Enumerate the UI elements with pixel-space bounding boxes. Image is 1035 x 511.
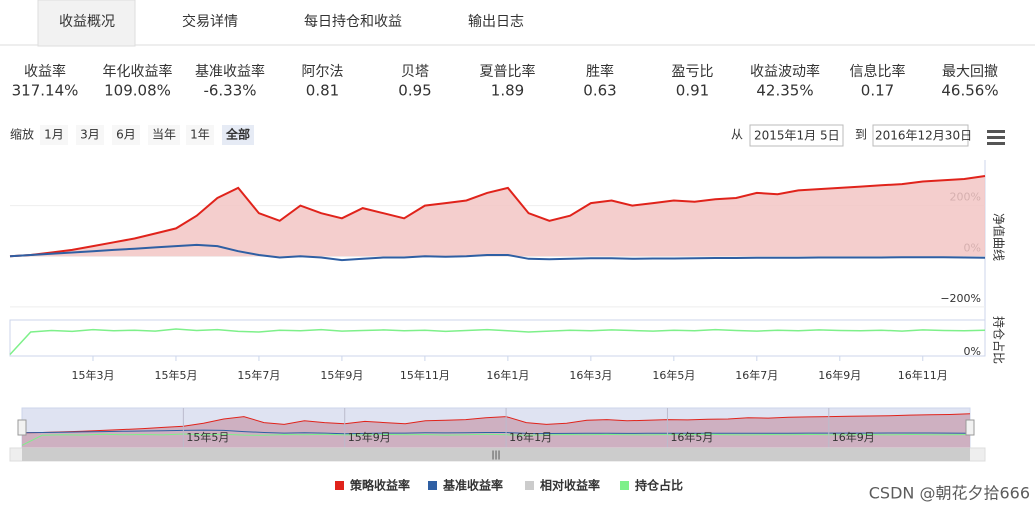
tab[interactable]: 每日持仓和收益: [304, 14, 402, 30]
metric-label: 基准收益率: [195, 63, 265, 80]
x-tick-label: 16年11月: [898, 368, 948, 382]
navigator-label: 16年9月: [832, 430, 875, 444]
scrollbar-thumb[interactable]: [22, 448, 970, 461]
metric-value: 46.56%: [941, 82, 998, 100]
zoom-button[interactable]: [40, 125, 68, 145]
zoom-button[interactable]: [222, 125, 254, 145]
line: [9, 243, 986, 262]
metric-value: 0.17: [861, 82, 894, 100]
navigator-handle[interactable]: [17, 419, 27, 436]
navigator-handle[interactable]: [965, 419, 975, 436]
metric-value: -6.33%: [203, 82, 256, 100]
menu-icon-bar[interactable]: [987, 142, 1005, 145]
navigator-label: 16年5月: [670, 430, 713, 444]
metric-value: 1.89: [491, 82, 524, 100]
legend-label[interactable]: 基准收益率: [442, 478, 503, 493]
x-tick-label: 16年1月: [486, 368, 529, 382]
menu-icon-bar[interactable]: [987, 130, 1005, 133]
zoom-button-label[interactable]: 3月: [80, 128, 100, 142]
x-tick-label: 15年9月: [320, 368, 363, 382]
zoom-label: 缩放: [10, 127, 34, 142]
metric-label: 收益波动率: [750, 63, 820, 80]
zoom-button[interactable]: [112, 125, 140, 145]
legend-swatch[interactable]: [620, 481, 629, 490]
line: [9, 175, 986, 258]
from-date[interactable]: 2015年1月 5日: [754, 129, 840, 143]
metric-label: 收益率: [24, 63, 66, 80]
metric-label: 最大回撤: [942, 64, 998, 80]
metric-label: 年化收益率: [103, 63, 173, 80]
legend-swatch[interactable]: [335, 481, 344, 490]
metric-value: 0.63: [583, 82, 616, 100]
navigator-label: 15年9月: [348, 430, 391, 444]
axis-title: 持仓占比: [992, 316, 1007, 364]
line: [9, 328, 986, 356]
metric-value: 0.81: [306, 82, 339, 100]
navigator-line: [21, 429, 971, 435]
metric-label: 信息比率: [850, 63, 906, 80]
metric-value: 317.14%: [12, 82, 79, 100]
metric-label: 贝塔: [401, 64, 429, 80]
legend-label[interactable]: 相对收益率: [540, 478, 600, 493]
legend-label[interactable]: 策略收益率: [350, 478, 410, 493]
legend-swatch[interactable]: [525, 481, 534, 490]
x-tick-label: 15年11月: [400, 368, 450, 382]
zoom-button-label[interactable]: 当年: [152, 128, 176, 142]
to-input[interactable]: [872, 124, 969, 147]
legend-swatch[interactable]: [428, 481, 437, 490]
navigator-label: 15年5月: [186, 430, 229, 444]
tab[interactable]: 收益概况: [59, 14, 115, 30]
x-tick-label: 16年3月: [569, 368, 612, 382]
axis-title: 净值曲线: [992, 213, 1007, 261]
zoom-button-label[interactable]: 1年: [190, 128, 210, 142]
legend-label[interactable]: 持仓占比: [635, 478, 683, 493]
tab-active: [37, 0, 136, 47]
zoom-button-label[interactable]: 全部: [225, 127, 250, 142]
metric-value: 0.91: [676, 82, 709, 100]
metric-label: 盈亏比: [672, 64, 714, 80]
holding-panel: [9, 319, 986, 357]
navigator-line: [21, 413, 971, 434]
x-tick-label: 16年5月: [652, 368, 695, 382]
navigator-line: [21, 433, 971, 446]
metric-label: 胜率: [586, 63, 614, 80]
metric-value: 0.95: [398, 82, 431, 100]
scrollbar-grip: |||: [491, 451, 500, 461]
zoom-button-label[interactable]: 1月: [44, 128, 64, 142]
x-tick-label: 15年3月: [71, 368, 114, 382]
from-input[interactable]: [749, 124, 844, 147]
metric-value: 109.08%: [104, 82, 171, 100]
zoom-button-label[interactable]: 6月: [116, 128, 136, 142]
x-tick-label: 15年5月: [154, 368, 197, 382]
watermark: CSDN @朝花夕拾666: [869, 484, 1030, 503]
x-tick-label: 16年9月: [818, 368, 861, 382]
tab[interactable]: 输出日志: [468, 14, 524, 30]
navigator-area: [22, 413, 970, 448]
zoom-button[interactable]: [148, 125, 180, 145]
zoom-button[interactable]: [186, 125, 214, 145]
zoom-button[interactable]: [76, 125, 104, 145]
from-label: 从: [731, 128, 743, 142]
to-label: 到: [855, 128, 867, 142]
metric-value: 42.35%: [756, 82, 813, 100]
metric-label: 夏普比率: [480, 63, 536, 80]
menu-icon-bar[interactable]: [987, 136, 1005, 139]
to-date[interactable]: 2016年12月30日: [875, 129, 972, 143]
metric-label: 阿尔法: [302, 64, 344, 80]
y-tick-label: −200%: [940, 292, 981, 305]
tab[interactable]: 交易详情: [182, 13, 238, 30]
y2-tick-label: 0%: [964, 345, 981, 358]
x-tick-label: 15年7月: [237, 368, 280, 382]
navigator-label: 16年1月: [509, 430, 552, 444]
area: [10, 176, 985, 257]
x-tick-label: 16年7月: [735, 368, 778, 382]
